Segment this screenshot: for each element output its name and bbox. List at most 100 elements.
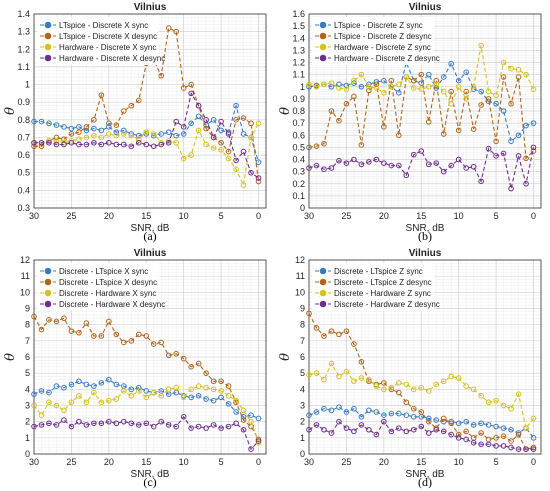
data-point: [128, 338, 135, 344]
chart-a: 30 25 20 15 10 5 0 0.3 0.4 0.5 0.6 0.7 0.8 0.9 1 1.1 1.2…: [3, 2, 267, 243]
data-point: [248, 418, 254, 425]
x-axis-label: SNR, dB: [131, 469, 170, 480]
x-tick-label: 10: [179, 211, 189, 221]
data-point: [396, 132, 402, 139]
legend-marker: [44, 43, 52, 51]
y-tick-label: 7: [300, 336, 305, 346]
data-point: [388, 83, 395, 90]
x-axis-label: SNR, dB: [131, 223, 170, 234]
data-point: [233, 102, 239, 109]
data-point: [336, 373, 342, 380]
data-point: [418, 80, 425, 86]
legend-label: LTspice - Discrete Z sync: [334, 21, 423, 30]
data-point: [91, 420, 97, 427]
series-2: [31, 313, 262, 443]
data-point: [366, 376, 372, 383]
data-point: [425, 418, 432, 425]
legend-label: Discrete - LTspice X sync: [59, 267, 148, 276]
y-tick-label: 5: [25, 368, 30, 378]
x-tick-label: 25: [66, 211, 76, 221]
series-3: [306, 42, 537, 107]
series-line: [33, 378, 259, 419]
data-point: [463, 165, 469, 171]
data-point: [76, 393, 82, 399]
data-point: [98, 92, 105, 98]
data-point: [381, 418, 387, 425]
y-tick-label: 0.5: [292, 142, 305, 152]
x-tick-label: 0: [256, 457, 261, 467]
data-point: [38, 326, 45, 333]
data-point: [113, 132, 120, 139]
legend-marker: [319, 54, 327, 62]
data-point: [98, 333, 105, 339]
data-point: [381, 160, 387, 166]
data-point: [61, 384, 67, 391]
data-point: [135, 136, 142, 143]
legend-item: Discrete - Hardware Z desync: [315, 300, 440, 309]
legend-item: Discrete - Hardware Z sync: [315, 289, 431, 298]
data-point: [410, 405, 417, 412]
data-point: [373, 156, 380, 163]
x-tick-label: 20: [379, 211, 389, 221]
series-4: [306, 144, 537, 192]
data-point: [530, 415, 537, 422]
panel-c: 30 25 20 15 10 5 0 0 1 2 3 4 5 6 7 8 9 10 11 12 Vilnius SNR, …: [0, 246, 275, 491]
data-point: [366, 159, 372, 165]
y-tick-label: 0.7: [292, 118, 305, 128]
data-point: [143, 394, 150, 401]
data-point: [76, 378, 82, 385]
data-point: [173, 139, 179, 146]
data-point: [135, 384, 142, 391]
data-point: [351, 378, 357, 385]
data-point: [240, 131, 247, 137]
data-point: [248, 134, 254, 141]
data-point: [500, 108, 507, 114]
data-point: [306, 310, 312, 317]
data-point: [210, 422, 217, 428]
data-point: [106, 131, 112, 137]
data-point: [76, 129, 82, 135]
data-point: [210, 397, 217, 404]
y-tick-label: 1.4: [17, 9, 30, 19]
data-point: [121, 339, 127, 346]
data-point: [150, 423, 157, 430]
x-tick-label: 10: [454, 211, 464, 221]
data-point: [68, 131, 75, 137]
data-point: [91, 383, 97, 389]
data-point: [410, 414, 417, 420]
data-point: [485, 441, 492, 448]
data-point: [53, 383, 60, 389]
data-point: [530, 86, 537, 92]
data-point: [508, 405, 514, 412]
y-tick-label: 5: [300, 368, 305, 378]
data-point: [523, 155, 529, 162]
legend-label: Discrete - Hardware Z sync: [334, 289, 431, 298]
data-point: [328, 360, 335, 367]
data-point: [91, 125, 97, 132]
chart-c: 30 25 20 15 10 5 00123456789101112VilniusSNR, …: [3, 248, 267, 489]
data-point: [53, 318, 60, 325]
data-point: [425, 415, 432, 422]
y-tick-label: 11: [296, 271, 305, 281]
data-point: [233, 117, 239, 123]
data-point: [388, 77, 395, 84]
data-point: [396, 425, 402, 431]
axes-frame: [33, 13, 267, 209]
data-point: [418, 86, 425, 92]
data-point: [180, 131, 187, 137]
data-point: [343, 425, 350, 431]
data-point: [418, 71, 425, 78]
data-point: [113, 122, 120, 128]
legend-item: Discrete - LTspice X desync: [40, 278, 157, 287]
data-point: [173, 350, 179, 357]
data-point: [358, 83, 365, 90]
data-point: [173, 423, 179, 430]
data-point: [68, 381, 75, 388]
data-point: [210, 378, 217, 385]
y-axis-label: θ: [3, 107, 18, 115]
data-point: [106, 418, 112, 425]
data-point: [83, 320, 90, 326]
y-tick-label: 3: [300, 401, 305, 411]
data-point: [396, 380, 402, 386]
data-point: [248, 120, 254, 127]
